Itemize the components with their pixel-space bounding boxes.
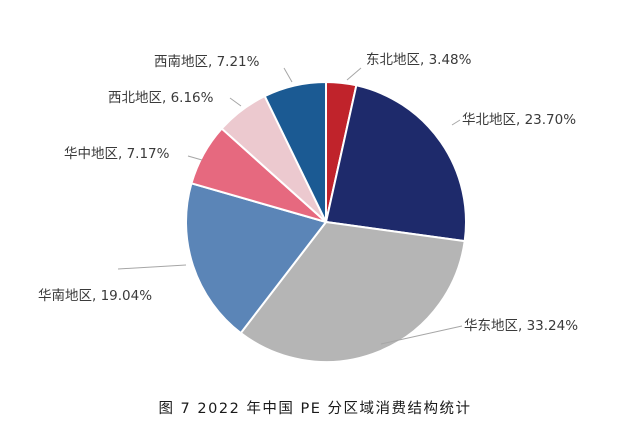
slice-label-4: 华南地区, 19.04%: [38, 288, 152, 304]
slice-label-5: 华中地区, 7.17%: [64, 146, 170, 162]
slice-label-3: 华东地区, 33.24%: [464, 318, 578, 334]
leader-line-6: [229, 97, 242, 107]
slice-label-7: 西南地区, 7.21%: [154, 54, 260, 70]
leader-line-4: [117, 264, 187, 270]
pie-slice-3: [239, 220, 466, 363]
leader-line-3: [380, 325, 463, 345]
leader-line-2: [451, 119, 461, 126]
slice-label-6: 西北地区, 6.16%: [108, 90, 214, 106]
leader-line-7: [283, 67, 293, 83]
pie-slice-7: [263, 80, 327, 223]
slice-label-1: 东北地区, 3.48%: [366, 52, 472, 68]
chart-area: 东北地区, 3.48% 华北地区, 23.70% 华东地区, 33.24% 华南地区,…: [30, 38, 608, 370]
pie-chart: 东北地区, 3.48% 华北地区, 23.70% 华东地区, 33.24% 华南地区,…: [38, 52, 578, 363]
leader-line-5: [187, 155, 203, 161]
pie-slice-2: [324, 84, 468, 243]
pie-slice-4: [185, 182, 328, 335]
figure-caption: 图 7 2022 年中国 PE 分区域消费结构统计: [158, 401, 472, 417]
slice-label-2: 华北地区, 23.70%: [462, 112, 576, 128]
leader-line-1: [346, 67, 362, 81]
